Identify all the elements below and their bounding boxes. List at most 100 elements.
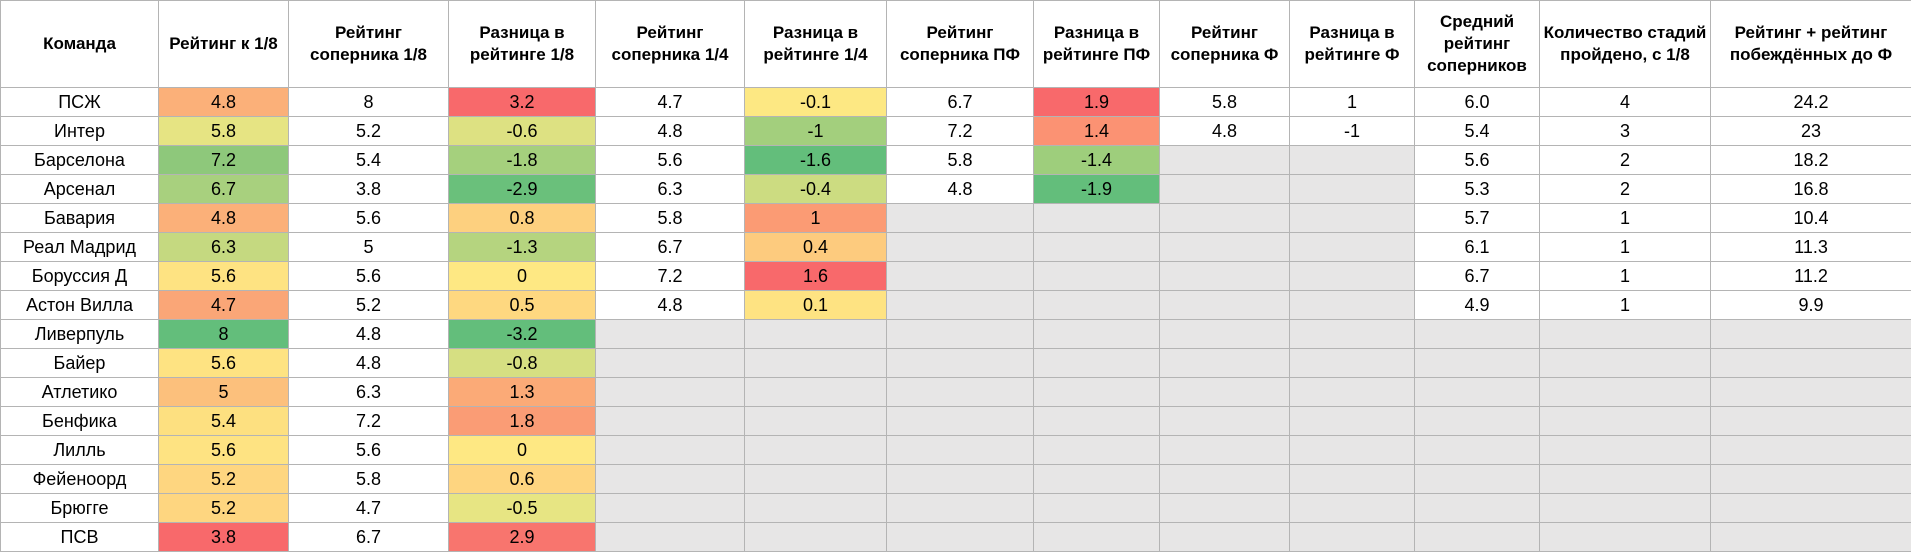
cell-opp-rating-r16[interactable]: 4.8	[288, 319, 449, 349]
cell-team[interactable]: Астон Вилла	[0, 290, 159, 320]
cell-team[interactable]: Интер	[0, 116, 159, 146]
cell-opp-rating-qf[interactable]	[595, 435, 745, 465]
cell-diff-f[interactable]: 1	[1289, 87, 1415, 117]
cell-rating-r16[interactable]: 5.2	[158, 493, 289, 523]
cell-rating-plus-beaten[interactable]: 9.9	[1710, 290, 1911, 320]
cell-rating-r16[interactable]: 5.8	[158, 116, 289, 146]
cell-stages-passed[interactable]: 1	[1539, 290, 1711, 320]
cell-opp-rating-f[interactable]	[1159, 174, 1290, 204]
cell-opp-rating-f[interactable]	[1159, 348, 1290, 378]
cell-opp-rating-f[interactable]	[1159, 319, 1290, 349]
cell-diff-sf[interactable]: -1.9	[1033, 174, 1160, 204]
cell-opp-rating-f[interactable]	[1159, 493, 1290, 523]
cell-opp-rating-qf[interactable]	[595, 406, 745, 436]
cell-diff-sf[interactable]: 1.4	[1033, 116, 1160, 146]
cell-diff-f[interactable]	[1289, 319, 1415, 349]
header-diff-f[interactable]: Разница в рейтинге Ф	[1289, 0, 1415, 88]
cell-diff-r16[interactable]: 0	[448, 261, 596, 291]
cell-team[interactable]: Арсенал	[0, 174, 159, 204]
cell-stages-passed[interactable]	[1539, 435, 1711, 465]
cell-rating-r16[interactable]: 4.8	[158, 87, 289, 117]
cell-diff-f[interactable]: -1	[1289, 116, 1415, 146]
cell-avg-opp-rating[interactable]	[1414, 406, 1540, 436]
cell-stages-passed[interactable]: 2	[1539, 145, 1711, 175]
cell-stages-passed[interactable]: 2	[1539, 174, 1711, 204]
cell-rating-r16[interactable]: 4.8	[158, 203, 289, 233]
cell-stages-passed[interactable]: 1	[1539, 261, 1711, 291]
cell-opp-rating-r16[interactable]: 5.2	[288, 290, 449, 320]
cell-team[interactable]: Ливерпуль	[0, 319, 159, 349]
cell-diff-f[interactable]	[1289, 522, 1415, 552]
cell-diff-f[interactable]	[1289, 203, 1415, 233]
cell-opp-rating-sf[interactable]	[886, 522, 1034, 552]
cell-rating-r16[interactable]: 8	[158, 319, 289, 349]
cell-avg-opp-rating[interactable]	[1414, 377, 1540, 407]
cell-diff-sf[interactable]	[1033, 522, 1160, 552]
cell-avg-opp-rating[interactable]: 5.6	[1414, 145, 1540, 175]
cell-opp-rating-r16[interactable]: 5.4	[288, 145, 449, 175]
cell-team[interactable]: ПСВ	[0, 522, 159, 552]
cell-rating-plus-beaten[interactable]	[1710, 435, 1911, 465]
cell-opp-rating-f[interactable]	[1159, 377, 1290, 407]
cell-opp-rating-r16[interactable]: 3.8	[288, 174, 449, 204]
cell-rating-r16[interactable]: 4.7	[158, 290, 289, 320]
cell-opp-rating-f[interactable]	[1159, 290, 1290, 320]
cell-opp-rating-qf[interactable]: 6.7	[595, 232, 745, 262]
cell-diff-f[interactable]	[1289, 406, 1415, 436]
cell-team[interactable]: Реал Мадрид	[0, 232, 159, 262]
cell-opp-rating-sf[interactable]	[886, 464, 1034, 494]
cell-diff-qf[interactable]	[744, 348, 887, 378]
cell-team[interactable]: Байер	[0, 348, 159, 378]
cell-stages-passed[interactable]: 4	[1539, 87, 1711, 117]
cell-diff-qf[interactable]: 0.1	[744, 290, 887, 320]
cell-opp-rating-sf[interactable]	[886, 290, 1034, 320]
cell-stages-passed[interactable]: 1	[1539, 203, 1711, 233]
cell-opp-rating-f[interactable]: 5.8	[1159, 87, 1290, 117]
cell-opp-rating-r16[interactable]: 5.6	[288, 203, 449, 233]
cell-diff-r16[interactable]: -2.9	[448, 174, 596, 204]
cell-opp-rating-r16[interactable]: 6.7	[288, 522, 449, 552]
cell-diff-f[interactable]	[1289, 261, 1415, 291]
cell-opp-rating-sf[interactable]: 6.7	[886, 87, 1034, 117]
cell-diff-r16[interactable]: -3.2	[448, 319, 596, 349]
cell-rating-plus-beaten[interactable]: 11.2	[1710, 261, 1911, 291]
cell-diff-sf[interactable]	[1033, 232, 1160, 262]
cell-stages-passed[interactable]	[1539, 406, 1711, 436]
cell-opp-rating-r16[interactable]: 7.2	[288, 406, 449, 436]
cell-opp-rating-sf[interactable]	[886, 232, 1034, 262]
cell-rating-plus-beaten[interactable]	[1710, 406, 1911, 436]
cell-opp-rating-qf[interactable]: 4.8	[595, 290, 745, 320]
cell-stages-passed[interactable]: 1	[1539, 232, 1711, 262]
cell-diff-qf[interactable]: 1	[744, 203, 887, 233]
cell-rating-plus-beaten[interactable]	[1710, 319, 1911, 349]
cell-diff-r16[interactable]: -1.8	[448, 145, 596, 175]
header-opp-rating-sf[interactable]: Рейтинг соперника ПФ	[886, 0, 1034, 88]
cell-diff-qf[interactable]: -0.1	[744, 87, 887, 117]
cell-team[interactable]: ПСЖ	[0, 87, 159, 117]
cell-opp-rating-qf[interactable]: 4.7	[595, 87, 745, 117]
cell-diff-r16[interactable]: -1.3	[448, 232, 596, 262]
cell-rating-plus-beaten[interactable]	[1710, 522, 1911, 552]
cell-opp-rating-qf[interactable]: 5.8	[595, 203, 745, 233]
cell-opp-rating-r16[interactable]: 5	[288, 232, 449, 262]
header-rating-r16[interactable]: Рейтинг к 1/8	[158, 0, 289, 88]
cell-diff-sf[interactable]	[1033, 290, 1160, 320]
cell-stages-passed[interactable]	[1539, 522, 1711, 552]
cell-diff-f[interactable]	[1289, 348, 1415, 378]
cell-rating-r16[interactable]: 5.2	[158, 464, 289, 494]
cell-rating-r16[interactable]: 6.3	[158, 232, 289, 262]
cell-diff-qf[interactable]	[744, 493, 887, 523]
cell-opp-rating-sf[interactable]	[886, 377, 1034, 407]
cell-team[interactable]: Брюгге	[0, 493, 159, 523]
cell-opp-rating-sf[interactable]	[886, 319, 1034, 349]
cell-stages-passed[interactable]	[1539, 464, 1711, 494]
cell-avg-opp-rating[interactable]	[1414, 464, 1540, 494]
cell-opp-rating-qf[interactable]: 6.3	[595, 174, 745, 204]
header-team[interactable]: Команда	[0, 0, 159, 88]
cell-opp-rating-f[interactable]	[1159, 406, 1290, 436]
header-opp-rating-r16[interactable]: Рейтинг соперника 1/8	[288, 0, 449, 88]
cell-stages-passed[interactable]	[1539, 319, 1711, 349]
cell-avg-opp-rating[interactable]: 5.4	[1414, 116, 1540, 146]
cell-opp-rating-qf[interactable]	[595, 377, 745, 407]
cell-diff-sf[interactable]	[1033, 261, 1160, 291]
